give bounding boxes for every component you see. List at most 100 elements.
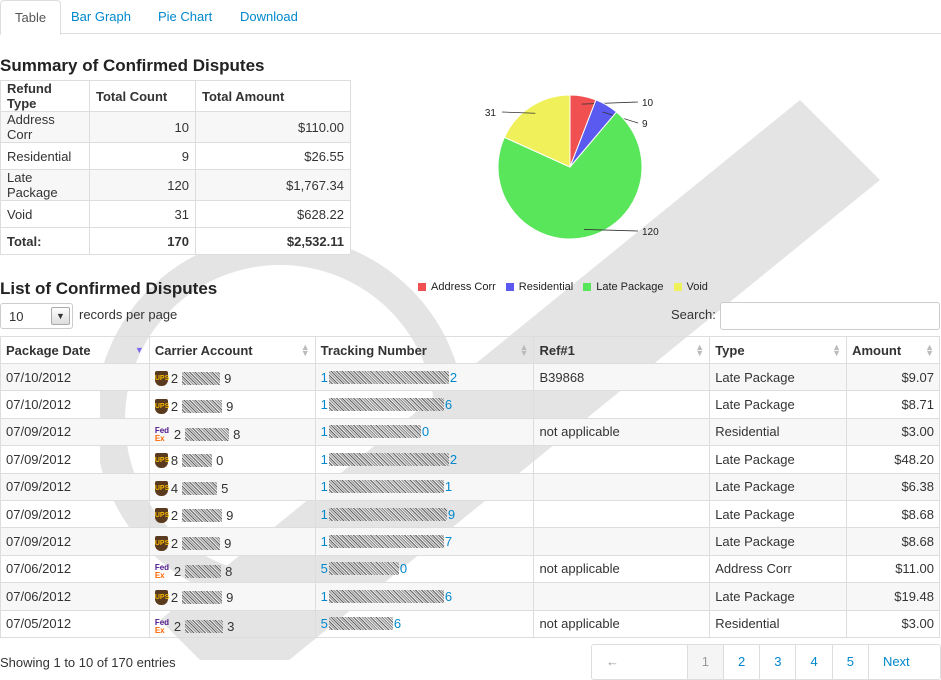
legend-swatch <box>418 283 426 291</box>
table-row[interactable]: 07/05/2012 Fed Ex 2 3 5 6 not applicable Residen… <box>0 609 940 638</box>
col-refund-type: Refund Type <box>0 80 90 112</box>
dispute-type: Residential <box>709 609 848 638</box>
next-page-button[interactable]: Next → <box>867 645 940 679</box>
carrier-account: Fed Ex 2 3 <box>148 609 316 638</box>
summary-row: Address Corr 10 $110.00 <box>0 111 351 143</box>
ref1 <box>533 582 711 611</box>
package-date: 07/10/2012 <box>0 390 150 419</box>
legend-item: Address Corr <box>418 281 496 293</box>
legend-item: Void <box>673 281 708 293</box>
records-per-page-select[interactable]: 10 ▼ <box>0 303 73 329</box>
col-ref1-label: Ref#1 <box>539 342 575 358</box>
col-total-count: Total Count <box>89 80 196 112</box>
dispute-amount: $8.68 <box>846 499 940 529</box>
tab-table[interactable]: Table <box>0 0 62 35</box>
redacted-mask <box>328 452 449 466</box>
legend-label: Address Corr <box>431 281 496 293</box>
refund-count: 9 <box>89 142 196 170</box>
dispute-amount: $3.00 <box>846 417 940 447</box>
refund-type: Residential <box>0 142 90 170</box>
carrier-account: UPS 2 9 <box>148 499 316 529</box>
table-row[interactable]: 07/09/2012 UPS 2 9 1 9 Late Package $8.68 <box>0 499 940 529</box>
col-package-date-label: Package Date <box>6 342 91 358</box>
carrier-account: UPS 2 9 <box>148 390 316 419</box>
legend-label: Late Package <box>596 281 664 293</box>
table-row[interactable]: 07/09/2012 UPS 2 9 1 7 Late Package $8.68 <box>0 527 940 556</box>
pie-leader-line <box>501 111 536 114</box>
carrier-account: UPS 2 9 <box>148 582 316 611</box>
redacted-mask <box>182 536 221 550</box>
page-1-button[interactable]: 1 <box>686 645 723 679</box>
summary-total-row: Total: 170 $2,532.11 <box>0 227 351 255</box>
refund-count: 10 <box>89 111 196 143</box>
pie-data-label: 31 <box>485 108 497 119</box>
tab-download[interactable]: Download <box>240 9 298 24</box>
redacted-mask <box>328 425 421 439</box>
ref1: not applicable <box>533 609 711 638</box>
pie-chart: 10 9 120 31 <box>470 80 700 250</box>
package-date: 07/09/2012 <box>0 445 150 474</box>
carrier-account: Fed Ex 2 8 <box>148 554 316 584</box>
redacted-mask <box>182 481 218 495</box>
col-tracking-number[interactable]: Tracking Number ▲ ▼ <box>314 336 535 364</box>
ups-logo-icon: UPS <box>154 590 169 606</box>
ref1 <box>533 527 711 556</box>
table-row[interactable]: 07/06/2012 Fed Ex 2 8 5 0 not applicable Address… <box>0 554 940 584</box>
redacted-mask <box>185 428 230 442</box>
dispute-amount: $6.38 <box>846 472 940 501</box>
tab-pie-chart[interactable]: Pie Chart <box>158 9 213 24</box>
tab-bar-graph[interactable]: Bar Graph <box>71 9 131 24</box>
dispute-type: Late Package <box>709 582 848 611</box>
page-2-button[interactable]: 2 <box>723 645 759 679</box>
redacted-mask <box>328 480 444 494</box>
sort-both-icon: ▲ ▼ <box>695 342 705 358</box>
col-carrier-account-label: Carrier Account <box>154 342 253 358</box>
package-date: 07/09/2012 <box>0 417 150 447</box>
col-type[interactable]: Type ▲ ▼ <box>709 336 848 364</box>
ups-logo-icon: UPS <box>154 398 169 414</box>
table-row[interactable]: 07/09/2012 UPS 4 5 1 1 Late Package $6.38 <box>0 472 940 501</box>
summary-table: Refund Type Total Count Total Amount Add… <box>0 80 351 255</box>
col-amount[interactable]: Amount ▲ ▼ <box>846 336 940 364</box>
legend-swatch <box>505 283 514 291</box>
ref1 <box>533 472 711 501</box>
table-row[interactable]: 07/10/2012 UPS 2 9 1 6 Late Package $8.71 <box>0 390 940 419</box>
redacted-mask <box>185 620 224 634</box>
col-ref1[interactable]: Ref#1 ▲ ▼ <box>533 336 711 364</box>
col-package-date[interactable]: Package Date ▼ <box>0 336 150 364</box>
page-5-button[interactable]: 5 <box>831 645 868 679</box>
ref1 <box>533 390 711 419</box>
carrier-account: UPS 8 0 <box>148 445 316 474</box>
table-row[interactable]: 07/09/2012 UPS 8 0 1 2 Late Package $48.20 <box>0 445 940 474</box>
ups-logo-icon: UPS <box>154 371 169 387</box>
ref1: not applicable <box>533 417 711 447</box>
refund-amount: $26.55 <box>195 142 351 170</box>
pie-svg: 10 9 120 31 <box>485 94 659 240</box>
page-3-button[interactable]: 3 <box>759 645 795 679</box>
sort-both-icon: ▲ ▼ <box>300 342 310 358</box>
col-amount-label: Amount <box>852 342 902 358</box>
table-row[interactable]: 07/10/2012 UPS 2 9 1 2 B39868 Late Package $9.07 <box>0 362 940 392</box>
search-input[interactable] <box>720 302 940 330</box>
page-4-button[interactable]: 4 <box>795 645 831 679</box>
previous-page-button[interactable]: ← Previous <box>606 654 619 669</box>
col-carrier-account[interactable]: Carrier Account ▲ ▼ <box>148 336 316 364</box>
carrier-account: UPS 4 5 <box>148 472 316 501</box>
dispute-type: Late Package <box>709 527 848 556</box>
table-row[interactable]: 07/09/2012 Fed Ex 2 8 1 0 not applicable Residen… <box>0 417 940 447</box>
fedex-logo-icon: Fed Ex <box>154 425 170 443</box>
table-row[interactable]: 07/06/2012 UPS 2 9 1 6 Late Package $19.48 <box>0 582 940 611</box>
total-count: 170 <box>89 227 196 255</box>
dispute-amount: $19.48 <box>846 582 940 611</box>
